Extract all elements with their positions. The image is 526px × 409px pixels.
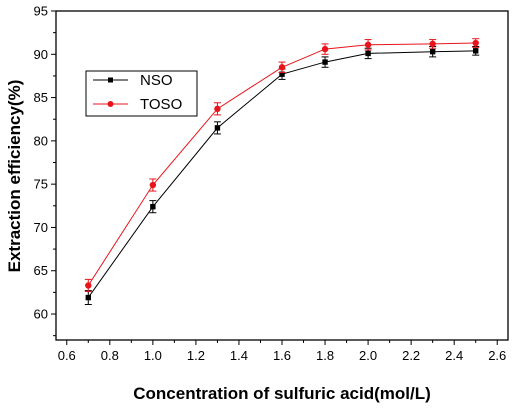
data-point-toso — [214, 105, 221, 113]
series-line-toso — [87, 42, 476, 286]
y-axis-ticks: 60 65 70 75 80 85 90 95 — [34, 4, 56, 337]
y-tick-label: 75 — [34, 177, 48, 192]
y-tick-label: 90 — [34, 47, 48, 62]
legend: NSO TOSO — [85, 70, 198, 117]
y-tick-label: 60 — [34, 307, 48, 322]
y-axis-title: Extraction efficiency(%) — [5, 80, 24, 273]
series-nso — [84, 45, 480, 306]
x-tick-label: 0.8 — [101, 348, 119, 363]
series-toso — [84, 38, 480, 293]
data-point-nso — [279, 71, 285, 77]
x-tick-label: 1.8 — [316, 348, 334, 363]
data-point-nso — [150, 203, 156, 210]
x-tick-label: 1.4 — [230, 348, 248, 363]
legend-box — [85, 70, 198, 117]
legend-marker-nso — [108, 77, 113, 83]
x-tick-label: 2.4 — [445, 348, 463, 363]
x-tick-label: 0.6 — [58, 348, 76, 363]
data-point-nso — [473, 48, 479, 54]
x-tick-label: 1.2 — [187, 348, 205, 363]
x-tick-label: 2.2 — [402, 348, 420, 363]
data-point-toso — [429, 40, 436, 48]
x-axis-ticks: 0.6 0.8 1.0 1.2 1.4 1.6 1.8 2.0 2.2 2.4 2.6 — [58, 340, 506, 363]
data-point-toso — [472, 39, 479, 47]
legend-marker-toso — [107, 101, 114, 107]
x-tick-label: 2.0 — [359, 348, 377, 363]
data-point-toso — [85, 282, 92, 289]
y-tick-label: 70 — [34, 220, 48, 235]
series-layer — [84, 38, 480, 306]
x-tick-label: 2.6 — [488, 348, 506, 363]
data-point-nso — [322, 59, 328, 65]
x-axis-title: Concentration of sulfuric acid(mol/L) — [133, 384, 431, 403]
data-point-nso — [429, 48, 436, 55]
y-tick-label: 95 — [34, 4, 48, 19]
data-point-toso — [278, 64, 286, 71]
x-tick-label: 1.6 — [273, 348, 291, 363]
plot-frame — [55, 10, 509, 341]
series-line-nso — [87, 50, 476, 298]
data-point-nso — [214, 125, 221, 131]
x-tick-label: 1.0 — [144, 348, 162, 363]
legend-label-nso: NSO — [140, 72, 173, 89]
data-point-toso — [149, 181, 157, 189]
y-tick-label: 85 — [34, 90, 48, 105]
y-tick-label: 65 — [34, 263, 48, 278]
y-tick-label: 80 — [34, 133, 48, 148]
data-point-toso — [364, 41, 372, 48]
legend-label-toso: TOSO — [140, 96, 182, 113]
data-point-nso — [365, 50, 371, 57]
data-point-toso — [321, 45, 329, 53]
data-point-nso — [85, 294, 91, 301]
